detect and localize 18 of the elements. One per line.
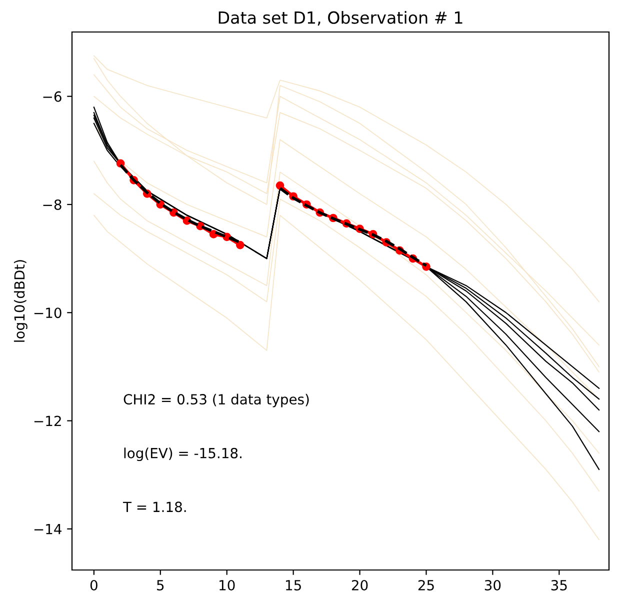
y-tick-label: −10: [34, 308, 62, 318]
annotation: log(EV) = -15.18.: [124, 448, 242, 462]
x-tick-label: 25: [418, 580, 434, 590]
x-tick-label: 20: [352, 580, 368, 590]
y-tick-label: −6: [43, 91, 62, 102]
y-tick-label: −12: [34, 416, 61, 426]
x-tick-label: 15: [286, 580, 301, 590]
x-tick-label: 30: [484, 580, 501, 590]
y-axis-title: log10(dBDt): [14, 260, 28, 342]
annotation: T = 1.18.: [122, 502, 186, 512]
x-tick-label: 35: [551, 580, 567, 590]
x-tick-label: 10: [220, 580, 235, 590]
y-tick-label: −8: [43, 199, 62, 210]
y-tick-label: −14: [34, 524, 62, 534]
annotation: CHI2 = 0.53 (1 data types): [124, 394, 309, 408]
x-tick-label: 0: [90, 580, 98, 590]
x-tick-label: 5: [157, 580, 164, 590]
chart-title: Data set D1, Observation # 1: [218, 11, 462, 26]
